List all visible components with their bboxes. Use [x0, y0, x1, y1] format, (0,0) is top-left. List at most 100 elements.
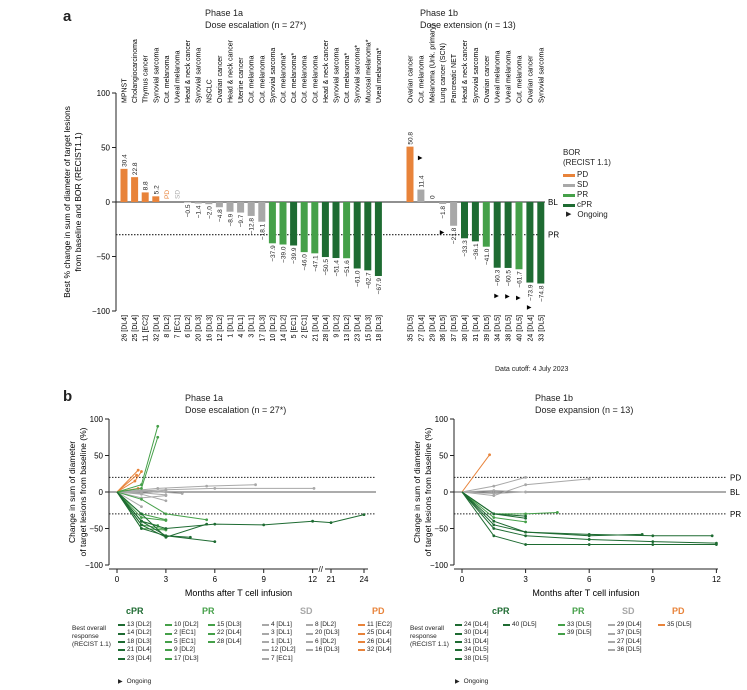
legend-right-pr-column: 33 [DL5] 39 [DL5] [558, 621, 592, 638]
phase1a-cancer-label: Synovial sarcoma [196, 48, 203, 103]
phase1a-category-label: 23 [DL4] [355, 315, 362, 342]
phase1a-category-label: 10 [DL2] [270, 315, 277, 342]
bottom-legend-right-ongoing: ▶ Ongoing [455, 678, 489, 685]
legend-swatch [165, 657, 172, 660]
phase1b-value-label: −21.8 [451, 227, 458, 244]
spider-left-x-tick-label: 21 [327, 575, 336, 584]
ongoing-arrow-icon: ▶ [516, 295, 521, 301]
spider-left-point [205, 484, 209, 488]
legend-swatch [262, 624, 269, 627]
legend-left-sd-entry: 8 [DL2] [306, 621, 340, 629]
spider-left-point [329, 521, 333, 525]
spider-left-point [136, 468, 140, 472]
phase1a-value-label: −12.8 [249, 218, 256, 235]
phase1a-bar [332, 202, 340, 259]
phase1a-value-label: −39.0 [281, 246, 288, 263]
legend-left-pr-entry: 15 [DL3] [208, 621, 242, 629]
phase1b-subtitle: Dose extension (n = 13) [420, 20, 516, 30]
spider-left-point [164, 512, 168, 516]
bor-legend: PD SD PR cPR ▶ Ongoing [563, 170, 608, 220]
phase1a-cancer-label: Cut. melanoma* [344, 53, 351, 103]
y-tick-label: 0 [106, 198, 111, 207]
legend-entry-label: 35 [DL5] [667, 621, 692, 628]
phase1a-bar [247, 202, 255, 216]
legend-entry-label: 12 [DL2] [271, 646, 296, 654]
phase1a-value-label: −0.5 [185, 204, 192, 217]
spider-right-point [556, 511, 559, 514]
legend-entry-label: 30 [DL4] [464, 629, 489, 637]
legend-swatch [558, 632, 565, 635]
phase1a-category-label: 12 [DL2] [217, 315, 224, 342]
spider-left-y-tick-label: 50 [94, 452, 103, 461]
spider-right-pr-label: PR [730, 510, 741, 519]
spider-right-point [492, 534, 496, 538]
spider-right-point [492, 492, 496, 495]
legend-swatch [455, 624, 462, 627]
phase1b-category-label: 33 [DL5] [538, 315, 545, 342]
spider-right-point [524, 516, 527, 520]
spider-left-point [312, 486, 316, 490]
bottom-legend-left-pr-header: PR [202, 606, 215, 616]
spider-right-point [524, 483, 527, 487]
phase1a-category-label: 18 [DL3] [376, 315, 383, 342]
legend-right-cpr-entry: 34 [DL5] [455, 646, 489, 654]
legend-left-pd-entry: 11 [EC2] [358, 621, 392, 629]
phase1b-value-label: 11.4 [418, 175, 425, 188]
spider-left-series-line [116, 491, 191, 538]
phase1b-cancer-label: Head & neck cancer [462, 39, 469, 103]
spider-right-point [524, 490, 527, 494]
phase1a-cancer-label: Thymus cancer [143, 54, 150, 103]
spider-chart-phase1b: 100 50 0 −50 −100 Change in sum of diameterof… [412, 415, 741, 598]
spider-left-y-axis-label-line: of target lesions from baseline (%) [78, 427, 88, 556]
legend-entry-label: 5 [EC1] [174, 637, 196, 645]
phase1a-category-label: 26 [DL4] [122, 315, 129, 342]
phase1a-bar [258, 202, 266, 222]
phase1a-bar [237, 202, 245, 213]
phase1a-value-label: SD [175, 190, 182, 199]
phase1b-bar [537, 202, 545, 284]
legend-swatch [306, 632, 313, 635]
legend-swatch [608, 649, 615, 652]
legend-swatch [608, 632, 615, 635]
phase1a-cancer-label: Synovial sarcoma [153, 48, 160, 103]
phase1b-category-label: 30 [DL4] [462, 315, 469, 342]
spider-right-title: Phase 1b [535, 393, 574, 403]
legend-swatch [165, 624, 172, 627]
legend-entry-label: 24 [DL4] [464, 621, 489, 628]
phase1b-value-label: −73.9 [527, 284, 534, 301]
phase1b-category-label: 29 [DL4] [429, 315, 436, 342]
phase1a-value-label: −47.1 [312, 255, 319, 272]
spider-left-point [140, 486, 143, 490]
legend-swatch [118, 641, 125, 644]
phase1a-cancer-label: Uveal melanoma* [376, 47, 383, 103]
legend-left-sd-entry: 3 [DL1] [262, 629, 296, 637]
bor-legend-title: BOR (RECIST 1.1) [563, 148, 611, 167]
spider-left-point [262, 523, 266, 527]
legend-swatch [118, 657, 125, 660]
phase1a-category-label: 4 [DL1] [238, 315, 245, 338]
spider-left-point [213, 522, 217, 526]
phase1a-cancer-label: Cut. melanoma* [291, 53, 298, 103]
phase1a-subtitle: Dose escalation (n = 27*) [205, 20, 307, 30]
spider-left-point [133, 479, 137, 483]
legend-left-cpr-entry: 13 [DL2] [118, 621, 152, 629]
spider-right-y-axis-label: Change in sum of diameterof target lesio… [412, 427, 433, 556]
legend-swatch [118, 632, 125, 635]
phase1a-value-label: 8.8 [143, 181, 150, 190]
phase1b-category-label: 27 [DL4] [418, 315, 425, 342]
panel-letter-b: b [63, 388, 73, 405]
legend-item-pd: PD [563, 170, 608, 180]
phase1a-cancer-label: MPNST [122, 78, 129, 103]
legend-entry-label: 32 [DL4] [367, 646, 392, 654]
legend-entry-label: 39 [DL5] [567, 629, 592, 637]
phase1b-category-label: 38 [DL5] [506, 315, 513, 342]
legend-right-pd-column: 35 [DL5] [658, 621, 692, 629]
waterfall-chart: 100 50 0 −50 −100 Best % change in sum of dia… [62, 24, 559, 342]
phase1a-category-label: 8 [DL2] [164, 315, 171, 338]
legend-right-pr-entry: 33 [DL5] [558, 621, 592, 629]
ongoing-arrow-icon: ▶ [527, 305, 532, 311]
legend-entry-label: 25 [DL4] [367, 629, 392, 637]
phase1a-cancer-label: Uveal melanoma [175, 50, 182, 103]
ongoing-arrow-icon: ▶ [566, 211, 572, 218]
spider-left-x-tick-label: 9 [261, 575, 266, 584]
